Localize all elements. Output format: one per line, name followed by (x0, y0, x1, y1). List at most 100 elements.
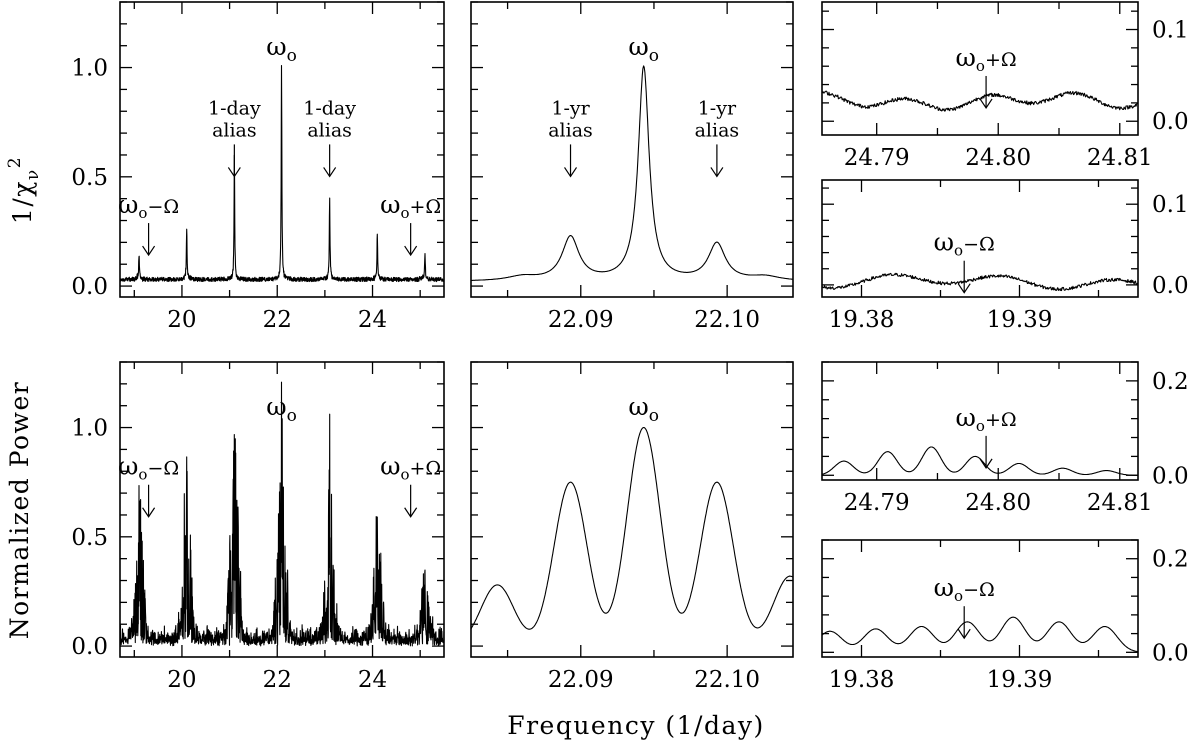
annotation: ωo−Ω (934, 228, 995, 294)
sideband-label: ωo+Ω (380, 452, 441, 484)
plot-frame (119, 1, 445, 298)
panel-top_side_minus: 19.38 19.39 0.0 0.1 ωo−Ω (821, 179, 1189, 333)
arrow-head (142, 245, 156, 257)
x-tick-label: 24.81 (1087, 145, 1153, 171)
annotation: ωo (628, 392, 659, 426)
arrow-head (323, 167, 337, 178)
alias-label-line2: alias (212, 119, 257, 141)
series-line (471, 65, 794, 281)
panels-layer: 20 22 240.00.51.0ωo1-dayalias1-dayaliasωo−… (71, 1, 1189, 693)
sideband-label: ωo+Ω (956, 403, 1017, 435)
sideband-label: ωo−Ω (934, 228, 995, 260)
x-tick-label: 24.79 (844, 145, 910, 171)
omega-label: ωo (628, 392, 659, 426)
annotation: ωo+Ω (956, 403, 1017, 469)
series-line (119, 65, 445, 283)
x-tick-label: 22.10 (694, 667, 760, 693)
alias-label-line1: 1-day (303, 97, 356, 119)
alias-label-line1: 1-yr (551, 97, 590, 119)
x-tick-label: 24 (358, 307, 387, 333)
sideband-label: ωo−Ω (118, 452, 179, 484)
x-tick-label: 24.79 (844, 490, 910, 516)
panel-top_side_plus: 24.79 24.80 24.81 0.0 0.1 ωo+Ω (821, 1, 1189, 171)
x-tick-label: 24.81 (1087, 490, 1153, 516)
annotation: ωo (266, 32, 297, 66)
plot-frame (119, 361, 445, 658)
plot-frame (821, 539, 1139, 658)
annotation: ωo+Ω (380, 190, 441, 257)
annotation: ωo+Ω (956, 43, 1017, 110)
arrow-head (404, 507, 418, 518)
panel-top_wide: 20 22 240.00.51.0ωo1-dayalias1-dayaliasωo−… (71, 1, 445, 333)
x-tick-label: 19.38 (829, 307, 895, 333)
arrow-head (979, 458, 993, 469)
plot-frame (470, 361, 794, 658)
omega-label: ωo (266, 32, 297, 66)
panel-bottom_zoom: 22.09 22.10 ωo (470, 361, 794, 693)
arrow-head (227, 167, 241, 178)
y-tick-label: 0.0 (1152, 640, 1189, 666)
annotation: ωo−Ω (934, 573, 995, 640)
x-tick-label: 22.10 (694, 307, 760, 333)
x-tick-label: 19.39 (987, 307, 1053, 333)
y-tick-label: 0.0 (71, 274, 108, 300)
alias-label-line2: alias (548, 119, 593, 141)
x-tick-label: 19.38 (829, 667, 895, 693)
y-tick-label: 1.0 (71, 56, 108, 82)
x-tick-label: 22.09 (548, 307, 614, 333)
y-tick-label: 0.5 (71, 165, 108, 191)
y-tick-label: 1.0 (71, 416, 108, 442)
series-line (821, 272, 1139, 292)
y-tick-label: 0.0 (1152, 463, 1189, 489)
arrow-head (142, 507, 156, 518)
x-tick-label: 24 (358, 667, 387, 693)
annotation: ωo+Ω (380, 452, 441, 518)
x-tick-label: 20 (167, 667, 196, 693)
plot-frame (470, 1, 794, 298)
alias-label-line2: alias (695, 119, 740, 141)
arrow-head (979, 98, 993, 110)
panel-bottom_wide: 20 22 24 0.0 0.5 1.0 ωo ωo−Ω ωo+Ω (71, 361, 445, 693)
plot-frame (821, 1, 1139, 136)
y-tick-label: 0.0 (1152, 109, 1189, 135)
y-tick-label: 0.0 (71, 634, 108, 660)
annotation: ωo−Ω (118, 190, 179, 257)
plot-frame (821, 361, 1139, 481)
omega-label: ωo (628, 32, 659, 66)
y-tick-label: 0.2 (1152, 369, 1189, 395)
series-line (821, 446, 1138, 476)
sideband-label: ωo−Ω (118, 190, 179, 222)
arrow-head (404, 245, 418, 257)
annotation: ωo (266, 392, 297, 426)
x-tick-label: 22.09 (548, 667, 614, 693)
x-tick-label: 19.39 (987, 667, 1053, 693)
panel-bottom_side_minus: 19.38 19.39 0.0 0.2 ωo−Ω (821, 539, 1189, 693)
sideband-label: ωo−Ω (934, 573, 995, 605)
y-tick-label: 0.0 (1152, 273, 1189, 299)
x-axis-title: Frequency (1/day) (507, 711, 765, 740)
arrow-head (564, 167, 578, 178)
panel-bottom_side_plus: 24.79 24.80 24.810.0 0.2 ωo+Ω (821, 361, 1189, 516)
omega-label: ωo (266, 392, 297, 426)
sideband-label: ωo+Ω (956, 43, 1017, 75)
top-row-y-axis-title: 1/χν2 (5, 156, 43, 224)
x-tick-label: 22 (263, 667, 292, 693)
y-tick-label: 0.1 (1152, 18, 1189, 44)
bottom-row-y-axis-title: Normalized Power (5, 381, 34, 639)
alias-label-line1: 1-day (208, 97, 261, 119)
arrow-head (957, 283, 971, 294)
plot-frame (821, 179, 1139, 298)
sideband-label: ωo+Ω (380, 190, 441, 222)
arrow-head (710, 167, 724, 178)
series-line (119, 381, 445, 647)
x-tick-label: 22 (263, 307, 292, 333)
alias-label-line2: alias (307, 119, 352, 141)
x-tick-label: 24.80 (965, 490, 1031, 516)
x-tick-label: 24.80 (965, 145, 1031, 171)
annotation: ωo−Ω (118, 452, 179, 518)
